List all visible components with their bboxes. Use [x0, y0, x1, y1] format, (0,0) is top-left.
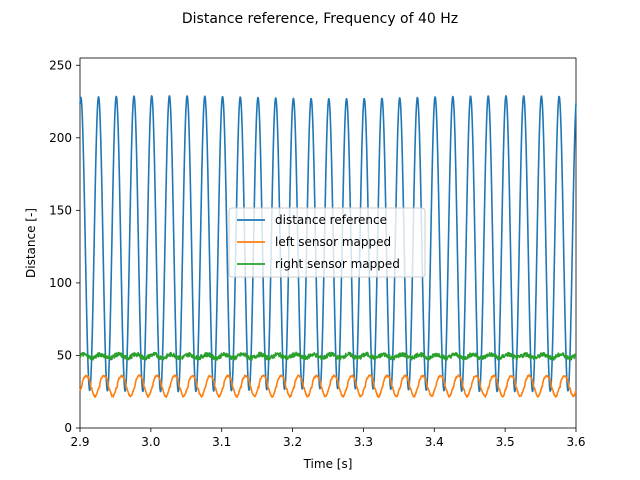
x-tick-label: 3.0: [141, 435, 160, 449]
chart-title: Distance reference, Frequency of 40 Hz: [182, 11, 458, 27]
legend-box: [228, 207, 426, 278]
y-tick-label: 50: [57, 348, 72, 362]
legend-label: left sensor mapped: [275, 235, 391, 249]
series-line-left-sensor-mapped: [79, 374, 577, 399]
y-tick-label: 250: [49, 58, 72, 72]
y-tick-label: 200: [49, 131, 72, 145]
series-line-right-sensor-mapped: [79, 351, 577, 361]
x-tick-label: 3.4: [425, 435, 444, 449]
x-tick-label: 3.5: [496, 435, 515, 449]
y-tick-label: 100: [49, 276, 72, 290]
legend: distance reference left sensor mapped righ…: [228, 207, 426, 278]
legend-label: right sensor mapped: [275, 257, 400, 271]
y-tick-label: 0: [64, 421, 72, 435]
x-tick-label: 3.1: [212, 435, 231, 449]
y-axis: 0 50 100 150 200 250: [49, 58, 80, 435]
x-axis: 2.9 3.0 3.1 3.2 3.3 3.4 3.5 3.6: [70, 428, 586, 449]
y-tick-label: 150: [49, 203, 72, 217]
x-axis-label: Time [s]: [303, 457, 353, 471]
legend-label: distance reference: [275, 213, 387, 227]
y-axis-label: Distance [-]: [24, 208, 38, 278]
series-line-distance-reference: [79, 95, 577, 393]
x-tick-label: 3.6: [566, 435, 585, 449]
x-tick-label: 3.2: [283, 435, 302, 449]
series-layer: [79, 95, 577, 399]
x-tick-label: 3.3: [354, 435, 373, 449]
x-tick-label: 2.9: [70, 435, 89, 449]
